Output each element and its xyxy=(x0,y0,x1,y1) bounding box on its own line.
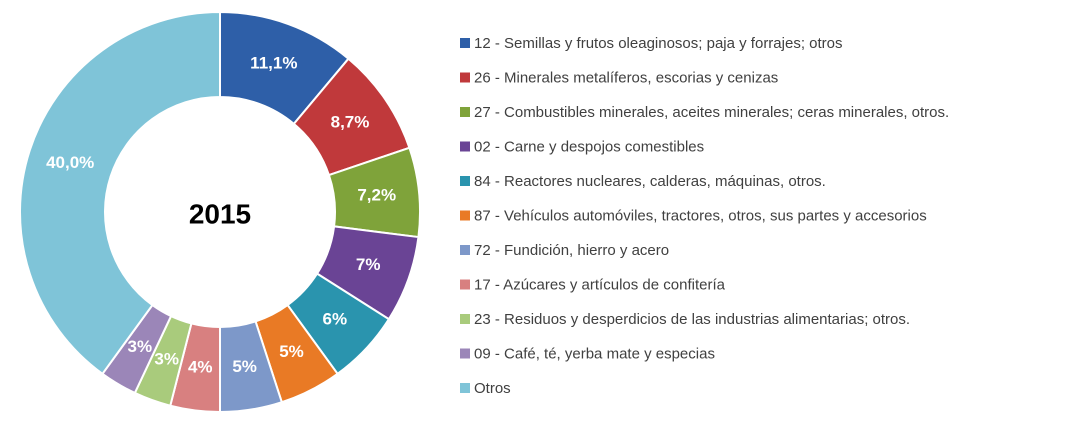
legend-text: 17 - Azúcares y artículos de confitería xyxy=(474,276,726,293)
slice-label: 3% xyxy=(154,350,179,369)
legend-text: 84 - Reactores nucleares, calderas, máqu… xyxy=(474,173,826,190)
slice-label: 3% xyxy=(128,337,153,356)
legend-text: 09 - Café, té, yerba mate y especias xyxy=(474,345,715,362)
legend-text: 23 - Residuos y desperdicios de las indu… xyxy=(474,311,910,328)
center-label: 2015 xyxy=(189,198,251,229)
legend-swatch xyxy=(460,210,470,221)
legend-swatch xyxy=(460,141,470,152)
legend-swatch xyxy=(460,107,470,117)
legend-swatch xyxy=(460,245,470,255)
legend-text: 72 - Fundición, hierro y acero xyxy=(474,242,669,259)
slice-label: 7,2% xyxy=(357,186,396,205)
slice xyxy=(19,10,221,376)
legend-swatch xyxy=(460,72,470,83)
slice-label: 6% xyxy=(323,309,348,328)
legend-text: 27 - Combustibles minerales, aceites min… xyxy=(474,104,949,121)
legend-swatch xyxy=(460,279,470,290)
legend-text: 26 - Minerales metalíferos, escorias y c… xyxy=(474,69,778,86)
legend-swatch xyxy=(460,348,470,359)
slice-label: 4% xyxy=(188,358,213,377)
legend-swatch xyxy=(460,383,470,393)
legend-text: 87 - Vehículos automóviles, tractores, o… xyxy=(474,207,927,224)
slice-label: 8,7% xyxy=(331,113,370,132)
slice-label: 5% xyxy=(279,342,304,361)
legend-text: Otros xyxy=(474,380,511,397)
slice-label: 5% xyxy=(232,357,257,376)
legend-swatch xyxy=(460,38,470,48)
slice-label: 40,0% xyxy=(46,153,94,172)
slice-label: 11,1% xyxy=(250,53,297,72)
legend-swatch xyxy=(460,314,470,324)
legend-text: 02 - Carne y despojos comestibles xyxy=(474,138,704,155)
slice-label: 7% xyxy=(356,255,381,274)
legend-text: 12 - Semillas y frutos oleaginosos; paja… xyxy=(474,35,843,52)
legend-swatch xyxy=(460,176,470,186)
